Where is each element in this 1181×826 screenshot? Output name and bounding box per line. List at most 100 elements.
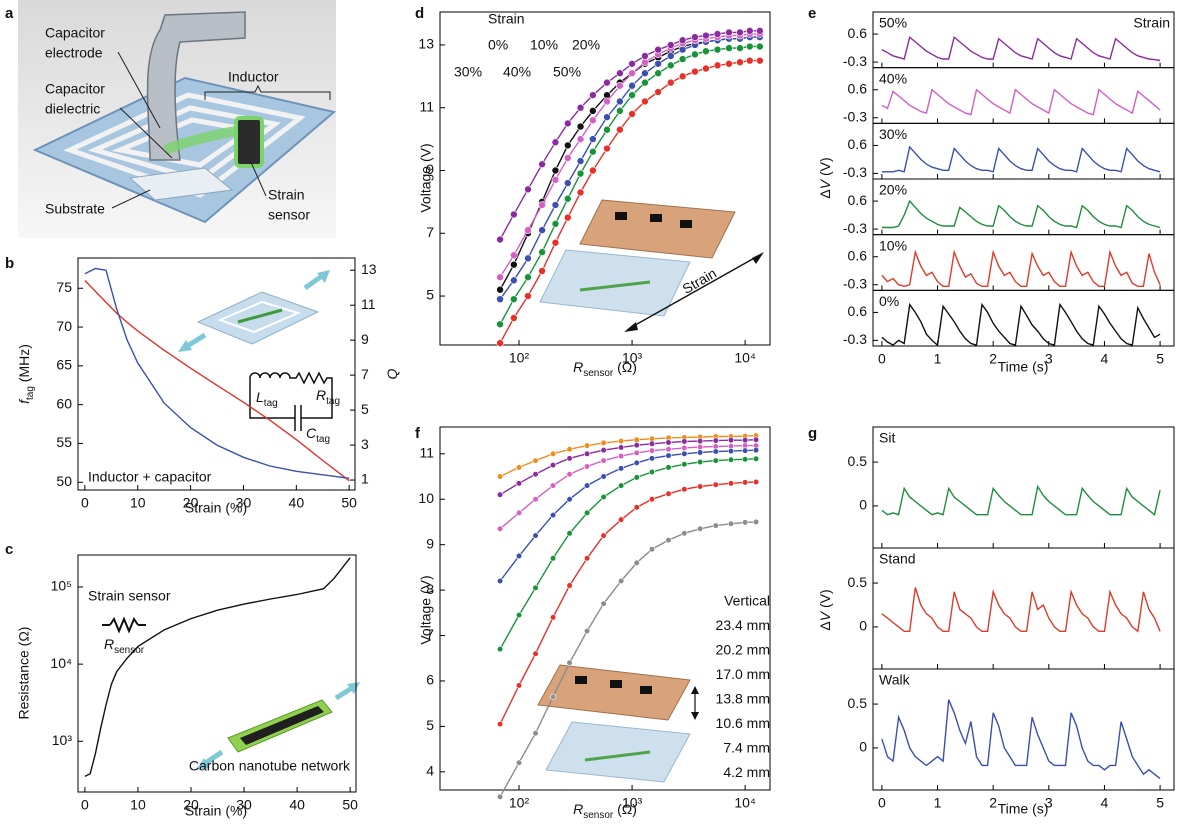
diagram-label: dielectric [45,101,100,117]
data-point [567,471,573,477]
x-tick-label: 2 [989,795,997,811]
x-tick-label: 1 [934,351,942,367]
y-tick-label: 6 [426,672,434,688]
series-line [882,700,1160,779]
data-point [682,439,688,445]
series-label: 30% [879,126,907,142]
data-point [550,451,556,457]
y-axis-label-part: Δ [817,621,833,630]
data-point [728,481,734,487]
x-tick-label: 10³ [622,795,643,811]
y-tick-label: 10⁴ [50,655,72,671]
data-point [746,43,753,50]
data-point [691,51,698,58]
y-tick-label: 75 [56,279,72,295]
annotation: Carbon nanotube network [189,758,351,774]
legend-title: Strain [488,11,525,27]
data-point [524,227,531,234]
annotation: Rsensor [104,636,145,656]
subplot-frame [873,427,1174,548]
x-tick-label: 0 [878,795,886,811]
subplot-frame [873,669,1174,790]
y-axis-label-part: (MHz) [16,344,32,386]
series-label: 50% [879,15,907,31]
data-point [584,464,590,470]
x-tick-label: 0 [81,797,89,813]
x-tick-label: 4 [1101,351,1109,367]
data-point [713,523,719,529]
strain-inset-b [178,270,330,352]
data-point [682,531,688,537]
x-tick-label: 30 [236,797,252,813]
data-point [756,27,763,34]
y-tick-label: 7 [361,366,369,382]
circuit-label-part: tag [316,434,330,445]
data-point [725,29,732,36]
panel-label: f [415,425,421,442]
data-point [510,211,517,218]
series-line [882,487,1160,515]
series-line [882,201,1160,227]
data-point [552,176,559,183]
series-line [500,446,756,529]
data-point [753,447,759,453]
y-tick-label: 11 [419,98,434,114]
data-point [589,148,596,155]
panel-label: d [415,5,424,22]
data-point [584,628,590,634]
y-tick-label: 5 [361,401,369,417]
x-tick-label: 3 [1045,795,1053,811]
data-point [629,60,636,67]
x-tick-label: 5 [1156,351,1164,367]
x-tick-label: 40 [289,495,305,511]
x-tick-label: 10² [509,795,530,811]
data-point [641,98,648,105]
x-tick-label: 0 [81,495,89,511]
x-tick-label: 0 [878,351,886,367]
x-tick-label: 10 [130,495,146,511]
data-point [725,45,732,52]
data-point [713,438,719,444]
data-point [564,195,571,202]
data-point [550,462,556,468]
data-point [567,446,573,452]
data-point [577,123,584,130]
data-point [742,448,748,454]
data-point [539,227,546,234]
data-point [497,296,504,303]
data-point [713,449,719,455]
legend-label: 10.6 mm [716,715,770,731]
data-point [533,651,539,657]
data-point [497,578,503,584]
data-point [497,721,503,727]
y-tick-label: 0.6 [848,303,868,319]
data-point [516,510,522,516]
panel-label: a [5,5,14,22]
data-point [666,446,672,452]
y-tick-label: 50 [56,473,72,489]
data-point [679,46,686,53]
data-point [666,537,672,543]
y2-axis-label: Q [384,368,400,379]
x-tick-label: 30 [236,495,252,511]
data-point [516,760,522,766]
x-tick-label: 10² [509,350,530,366]
data-point [629,70,636,77]
data-point [533,730,539,736]
data-point [753,479,759,485]
data-point [679,37,686,44]
data-point [649,448,655,454]
data-point [634,460,640,466]
data-point [682,451,688,457]
y-tick-label: -0.3 [843,108,867,124]
diagram-label: Substrate [45,201,105,217]
y-tick-label: 1 [361,471,369,487]
diagram-label: electrode [45,45,103,61]
panel-label: b [5,255,14,272]
y-tick-label: 11 [419,445,434,461]
data-point [589,117,596,124]
data-point [634,505,640,511]
y-tick-label: 9 [426,161,434,177]
data-point [584,443,590,449]
y-axis-label-part: (V) [817,589,833,612]
